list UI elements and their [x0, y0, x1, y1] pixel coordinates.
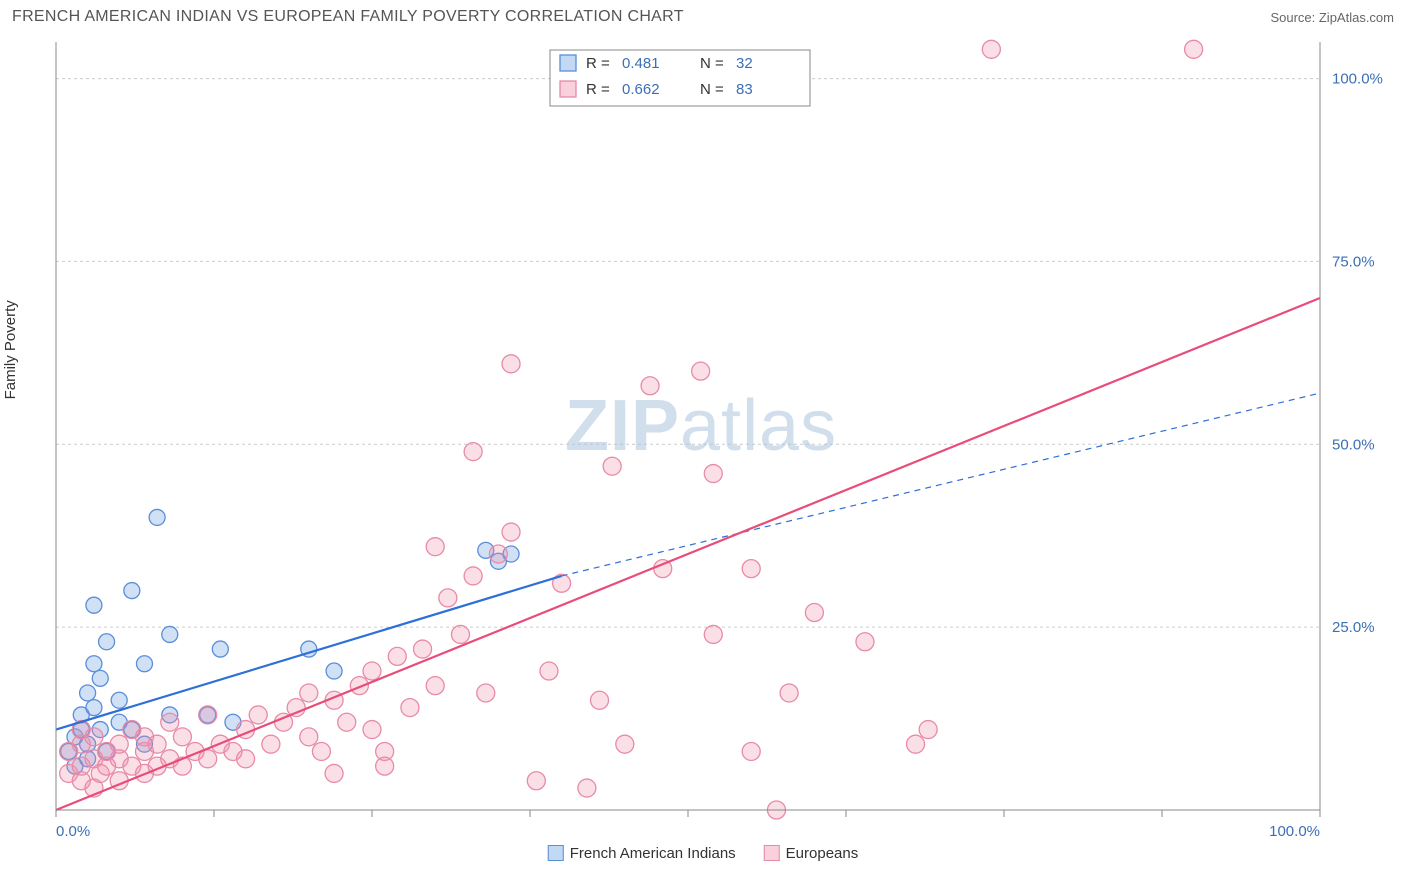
- trend-line: [56, 298, 1320, 810]
- data-point: [148, 735, 166, 753]
- data-point: [86, 700, 102, 716]
- legend-swatch: [560, 81, 576, 97]
- scatter-chart: 25.0% 50.0% 75.0% 100.0% ZIPatlas 0.0% 100.0% R…: [10, 30, 1396, 868]
- data-point: [704, 625, 722, 643]
- legend-label: Europeans: [786, 845, 859, 862]
- chart-container: Family Poverty 25.0%50.0%75.0%100.0%ZIPa…: [10, 30, 1396, 868]
- data-point: [451, 625, 469, 643]
- legend-item: Europeans: [764, 845, 859, 862]
- data-point: [136, 656, 152, 672]
- data-point: [742, 742, 760, 760]
- data-point: [388, 647, 406, 665]
- data-point: [338, 713, 356, 731]
- legend-n-label: N =: [700, 55, 724, 72]
- x-tick-label: 100.0%: [1269, 823, 1320, 840]
- data-point: [80, 685, 96, 701]
- data-point: [86, 656, 102, 672]
- data-point: [919, 721, 937, 739]
- legend-r-value: 0.662: [622, 81, 660, 98]
- data-point: [300, 684, 318, 702]
- data-point: [982, 40, 1000, 58]
- data-point: [591, 691, 609, 709]
- legend-swatch: [548, 845, 564, 861]
- legend-r-label: R =: [586, 55, 610, 72]
- y-tick-label: 25.0%: [1332, 619, 1375, 636]
- data-point: [692, 362, 710, 380]
- data-point: [363, 662, 381, 680]
- data-point: [173, 728, 191, 746]
- data-point: [502, 355, 520, 373]
- source-prefix: Source:: [1270, 10, 1318, 25]
- data-point: [325, 764, 343, 782]
- data-point: [237, 750, 255, 768]
- data-point: [124, 583, 140, 599]
- data-point: [426, 677, 444, 695]
- data-point: [376, 757, 394, 775]
- source-label: Source: ZipAtlas.com: [1270, 10, 1394, 25]
- data-point: [540, 662, 558, 680]
- data-point: [149, 509, 165, 525]
- legend-n-label: N =: [700, 81, 724, 98]
- data-point: [805, 604, 823, 622]
- data-point: [401, 699, 419, 717]
- data-point: [742, 560, 760, 578]
- y-tick-label: 100.0%: [1332, 71, 1383, 88]
- data-point: [199, 750, 217, 768]
- data-point: [85, 728, 103, 746]
- source-link[interactable]: ZipAtlas.com: [1319, 10, 1394, 25]
- legend-item: French American Indians: [548, 845, 736, 862]
- data-point: [704, 465, 722, 483]
- data-point: [249, 706, 267, 724]
- data-point: [603, 457, 621, 475]
- data-point: [199, 706, 217, 724]
- legend-r-label: R =: [586, 81, 610, 98]
- data-point: [856, 633, 874, 651]
- data-point: [907, 735, 925, 753]
- data-point: [780, 684, 798, 702]
- data-point: [414, 640, 432, 658]
- data-point: [578, 779, 596, 797]
- legend-bottom: French American Indians Europeans: [548, 845, 858, 862]
- legend-n-value: 83: [736, 81, 753, 98]
- data-point: [162, 626, 178, 642]
- data-point: [212, 641, 228, 657]
- data-point: [464, 443, 482, 461]
- data-point: [489, 545, 507, 563]
- data-point: [641, 377, 659, 395]
- legend-r-value: 0.481: [622, 55, 660, 72]
- data-point: [86, 597, 102, 613]
- data-point: [161, 713, 179, 731]
- data-point: [616, 735, 634, 753]
- data-point: [312, 742, 330, 760]
- data-point: [477, 684, 495, 702]
- data-point: [363, 721, 381, 739]
- legend-swatch: [764, 845, 780, 861]
- data-point: [502, 523, 520, 541]
- data-point: [300, 728, 318, 746]
- chart-title: FRENCH AMERICAN INDIAN VS EUROPEAN FAMIL…: [12, 8, 684, 26]
- legend-label: French American Indians: [570, 845, 736, 862]
- data-point: [111, 692, 127, 708]
- x-tick-label: 0.0%: [56, 823, 90, 840]
- data-point: [527, 772, 545, 790]
- data-point: [99, 634, 115, 650]
- legend-n-value: 32: [736, 55, 753, 72]
- y-axis-label: Family Poverty: [2, 300, 19, 399]
- y-tick-label: 75.0%: [1332, 253, 1375, 270]
- data-point: [426, 538, 444, 556]
- data-point: [262, 735, 280, 753]
- legend-swatch: [560, 55, 576, 71]
- y-tick-label: 50.0%: [1332, 436, 1375, 453]
- data-point: [326, 663, 342, 679]
- data-point: [1185, 40, 1203, 58]
- data-point: [110, 735, 128, 753]
- data-point: [439, 589, 457, 607]
- data-point: [464, 567, 482, 585]
- watermark: ZIPatlas: [565, 386, 837, 466]
- data-point: [92, 670, 108, 686]
